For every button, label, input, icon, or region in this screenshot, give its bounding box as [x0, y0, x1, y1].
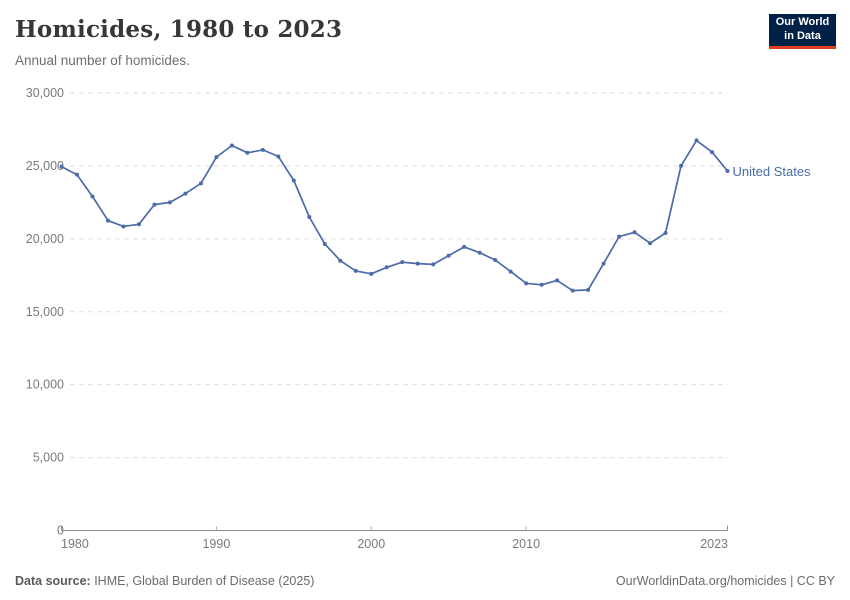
data-point[interactable] [105, 218, 110, 223]
data-point[interactable] [229, 143, 234, 148]
owid-logo-text: Our World in Data [776, 16, 830, 44]
y-axis-tick-label: 5,000 [33, 451, 64, 465]
data-point[interactable] [493, 257, 498, 262]
data-point[interactable] [462, 244, 467, 249]
owid-logo-line2: in Data [784, 30, 821, 42]
data-point[interactable] [508, 269, 513, 274]
data-point[interactable] [353, 268, 358, 273]
data-point[interactable] [322, 241, 327, 246]
data-point[interactable] [307, 214, 312, 219]
data-point[interactable] [586, 287, 591, 292]
data-point[interactable] [369, 271, 374, 276]
owid-logo-line1: Our World [775, 16, 830, 29]
data-point[interactable] [338, 258, 343, 263]
data-point[interactable] [648, 241, 653, 246]
x-axis-tick-label: 2000 [357, 537, 385, 551]
chart-subtitle: Annual number of homicides. [15, 53, 190, 68]
data-point[interactable] [291, 178, 296, 183]
series-label-united-states[interactable]: United States [732, 164, 811, 180]
data-point[interactable] [663, 231, 668, 235]
data-point[interactable] [74, 172, 79, 177]
data-point[interactable] [679, 163, 684, 168]
data-point[interactable] [601, 261, 606, 266]
data-source-label: Data source: [15, 574, 91, 588]
x-axis-tick-label: 2010 [512, 537, 540, 551]
data-point[interactable] [632, 230, 637, 235]
data-point[interactable] [524, 281, 529, 286]
data-point[interactable] [183, 191, 188, 196]
x-axis-tick-label: 2023 [700, 537, 728, 551]
chart-footer: Data source: IHME, Global Burden of Dise… [0, 574, 850, 588]
data-point[interactable] [136, 222, 141, 227]
data-point[interactable] [555, 278, 560, 283]
data-point[interactable] [384, 265, 389, 270]
data-point[interactable] [446, 253, 451, 258]
data-point[interactable] [477, 250, 482, 255]
data-source-note: Data source: IHME, Global Burden of Dise… [15, 574, 314, 588]
data-point[interactable] [276, 154, 281, 159]
data-point[interactable] [59, 164, 64, 169]
y-axis-tick-label: 25,000 [26, 159, 64, 173]
data-point[interactable] [710, 150, 715, 155]
data-line-united-states [60, 139, 729, 292]
data-point[interactable] [198, 181, 203, 186]
data-point[interactable] [214, 155, 219, 160]
x-axis-tick-label: 1980 [61, 537, 89, 551]
x-axis-tick-label: 1990 [202, 537, 230, 551]
data-point[interactable] [539, 282, 544, 287]
data-point[interactable] [617, 234, 622, 239]
y-axis-tick-label: 30,000 [26, 86, 64, 100]
data-point[interactable] [90, 194, 95, 199]
data-point[interactable] [725, 169, 730, 174]
data-point[interactable] [167, 200, 172, 205]
data-point[interactable] [431, 262, 436, 267]
data-point[interactable] [415, 261, 420, 266]
data-point[interactable] [694, 138, 699, 143]
chart-title: Homicides, 1980 to 2023 [15, 16, 343, 43]
y-axis-tick-label: 0 [57, 524, 64, 538]
y-axis-tick-label: 10,000 [26, 378, 64, 392]
data-point[interactable] [245, 150, 250, 155]
data-point[interactable] [400, 260, 405, 265]
y-axis-tick-label: 15,000 [26, 305, 64, 319]
data-point[interactable] [570, 288, 575, 293]
data-point[interactable] [260, 147, 265, 152]
data-point[interactable] [152, 202, 157, 207]
license-credit-link[interactable]: OurWorldinData.org/homicides | CC BY [615, 574, 835, 588]
owid-logo[interactable]: Our World in Data [769, 14, 836, 49]
y-axis-tick-label: 20,000 [26, 232, 64, 246]
data-point[interactable] [121, 224, 126, 229]
data-source-text: IHME, Global Burden of Disease (2025) [90, 574, 315, 588]
